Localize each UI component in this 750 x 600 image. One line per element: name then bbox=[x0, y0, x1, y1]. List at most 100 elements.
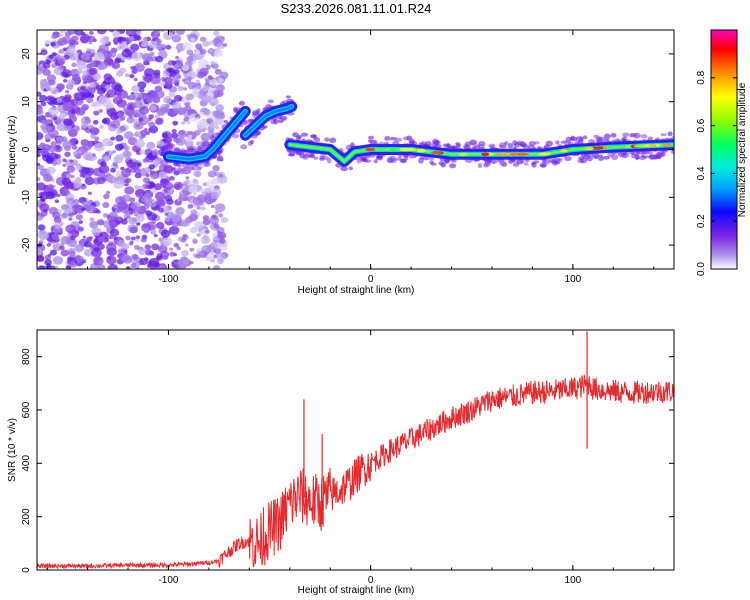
noise-speckle bbox=[37, 211, 41, 216]
ridge-halo bbox=[640, 134, 648, 139]
noise-speckle bbox=[168, 225, 180, 235]
x-tick-label: 0 bbox=[368, 575, 374, 586]
noise-speckle bbox=[40, 101, 47, 107]
noise-speckle bbox=[196, 119, 207, 129]
ridge-halo bbox=[501, 162, 508, 167]
noise-speckle bbox=[109, 211, 116, 217]
y-tick-label: 800 bbox=[21, 348, 32, 365]
ridge-halo bbox=[555, 140, 560, 145]
noise-speckle bbox=[85, 204, 97, 214]
noise-speckle bbox=[153, 234, 158, 238]
noise-speckle bbox=[37, 66, 44, 75]
noise-speckle bbox=[47, 265, 56, 269]
ridge-halo bbox=[433, 140, 441, 145]
noise-speckle bbox=[61, 69, 72, 78]
noise-speckle bbox=[169, 251, 176, 257]
noise-speckle bbox=[117, 200, 128, 210]
noise-speckle bbox=[66, 165, 76, 173]
noise-speckle bbox=[128, 216, 138, 225]
noise-speckle bbox=[37, 91, 42, 97]
noise-speckle bbox=[123, 150, 132, 158]
noise-speckle bbox=[106, 175, 117, 184]
noise-speckle bbox=[57, 65, 62, 69]
noise-speckle bbox=[84, 116, 90, 121]
spectrogram-y-label: Frequency (Hz) bbox=[7, 116, 18, 185]
noise-speckle bbox=[213, 223, 219, 229]
noise-speckle bbox=[67, 79, 75, 86]
noise-speckle bbox=[163, 96, 172, 104]
noise-speckle bbox=[109, 228, 120, 237]
ridge-peak bbox=[416, 149, 427, 153]
noise-speckle bbox=[199, 67, 209, 76]
colorbar-tick-label: 0.2 bbox=[696, 214, 707, 228]
colorbar-ticks: 0.0 0.2 0.4 0.6 0.8 bbox=[696, 70, 737, 276]
noise-speckle bbox=[119, 125, 126, 131]
noise-speckle bbox=[158, 265, 165, 269]
noise-speckle bbox=[175, 136, 186, 146]
ridge-halo bbox=[364, 159, 372, 163]
noise-speckle bbox=[121, 168, 132, 178]
noise-speckle bbox=[65, 173, 73, 179]
ridge-halo bbox=[545, 140, 554, 147]
noise-speckle bbox=[112, 30, 121, 38]
noise-speckle bbox=[100, 87, 107, 93]
noise-speckle bbox=[68, 217, 73, 221]
noise-speckle bbox=[53, 116, 58, 121]
ridge-halo bbox=[389, 158, 397, 164]
noise-speckle bbox=[181, 64, 190, 71]
noise-speckle bbox=[133, 244, 140, 250]
noise-speckle bbox=[79, 100, 84, 104]
noise-speckle bbox=[196, 205, 201, 210]
ridge-halo bbox=[369, 139, 378, 144]
noise-speckle bbox=[105, 190, 111, 195]
noise-speckle bbox=[43, 78, 47, 82]
noise-speckle bbox=[117, 89, 129, 99]
noise-speckle bbox=[111, 61, 121, 70]
noise-speckle bbox=[219, 71, 229, 79]
noise-speckle bbox=[102, 80, 107, 84]
noise-speckle bbox=[156, 140, 165, 147]
noise-speckle bbox=[61, 188, 70, 196]
noise-speckle bbox=[218, 238, 226, 244]
noise-speckle bbox=[139, 129, 148, 137]
ridge-halo bbox=[648, 150, 653, 155]
noise-speckle bbox=[123, 179, 129, 184]
noise-speckle bbox=[131, 201, 141, 210]
ridge-halo bbox=[210, 135, 215, 141]
noise-speckle bbox=[94, 100, 102, 107]
ridge-halo bbox=[348, 166, 353, 171]
noise-speckle bbox=[150, 75, 161, 85]
noise-speckle bbox=[122, 106, 129, 112]
noise-speckle bbox=[135, 189, 146, 198]
noise-speckle bbox=[157, 207, 165, 213]
ridge-halo bbox=[169, 143, 175, 150]
noise-speckle bbox=[44, 259, 52, 266]
noise-speckle bbox=[37, 248, 43, 256]
noise-speckle bbox=[37, 182, 46, 191]
noise-speckle bbox=[128, 94, 136, 101]
noise-speckle bbox=[110, 120, 121, 129]
noise-speckle bbox=[148, 159, 153, 163]
noise-speckle bbox=[82, 235, 87, 239]
ridge-halo bbox=[660, 133, 667, 137]
ridge-halo bbox=[267, 99, 274, 104]
noise-speckle bbox=[69, 159, 74, 163]
snr-x-label: Height of straight line (km) bbox=[298, 585, 415, 596]
noise-speckle bbox=[42, 144, 51, 151]
noise-speckle bbox=[58, 113, 66, 119]
noise-speckle bbox=[220, 216, 229, 224]
ridge-halo bbox=[554, 160, 561, 165]
noise-speckle bbox=[103, 73, 113, 81]
noise-speckle bbox=[160, 229, 171, 238]
y-tick-label: 20 bbox=[21, 48, 32, 60]
y-tick-label: 200 bbox=[21, 508, 32, 525]
noise-speckle bbox=[184, 243, 189, 247]
noise-speckle bbox=[138, 117, 144, 122]
noise-speckle bbox=[77, 150, 83, 154]
noise-speckle bbox=[193, 180, 199, 185]
noise-speckle bbox=[169, 247, 174, 251]
noise-speckle bbox=[93, 51, 105, 61]
noise-speckle bbox=[86, 97, 94, 104]
noise-speckle bbox=[171, 60, 177, 65]
